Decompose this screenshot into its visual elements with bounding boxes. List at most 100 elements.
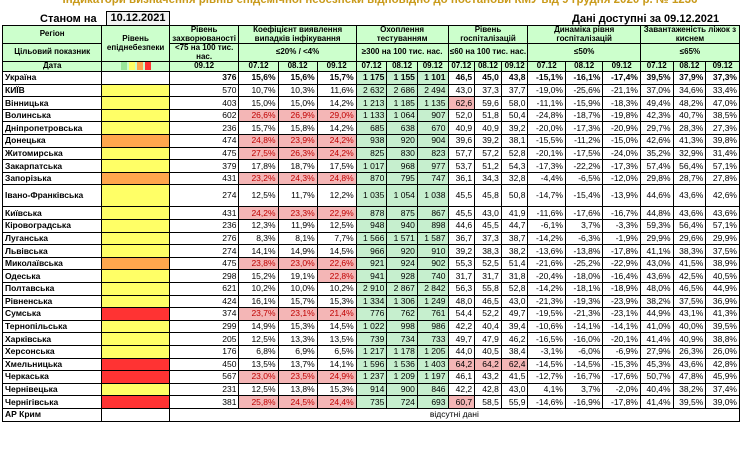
oxygen-value: 37,4% (705, 382, 740, 397)
detect-value: 13,5% (238, 357, 279, 372)
detect-value: 23,3% (277, 206, 318, 220)
testing-value: 2 686 (386, 83, 418, 98)
oxygen-value: 56,4% (672, 219, 707, 233)
testing-value: 998 (386, 319, 418, 334)
region-name: Сумська (1, 307, 103, 321)
testing-value: 823 (416, 146, 449, 161)
hosp-value: 45,5 (447, 184, 476, 208)
header-region: Регіон (1, 24, 103, 45)
hosp-dyn-value: -16,7% (602, 206, 641, 220)
hosp-dyn-value: -21,6% (527, 256, 566, 271)
incidence-value: 374 (168, 307, 240, 321)
hosp-dyn-value: -18,7% (564, 108, 604, 123)
incidence-value: 274 (168, 184, 240, 208)
oxygen-value: 38,2% (672, 382, 707, 397)
region-name: Харківська (1, 332, 103, 346)
hosp-value: 62,4 (500, 357, 529, 372)
testing-value: 1 306 (386, 294, 418, 309)
oxygen-value: 57,4% (639, 159, 674, 173)
target-incidence: <75 на 100 тис. нас. (168, 43, 240, 63)
detect-value: 12,5% (238, 184, 279, 208)
date-col: 09.12 (316, 61, 357, 73)
level-cell (101, 134, 170, 148)
oxygen-value: 40,0% (672, 319, 707, 334)
hosp-dyn-value: -14,6% (527, 395, 566, 409)
detect-value: 22,8% (316, 269, 357, 283)
testing-value: 1 178 (386, 344, 418, 359)
oxygen-value: 43,6% (672, 206, 707, 220)
hosp-value: 52,5 (474, 256, 502, 271)
testing-value: 830 (386, 146, 418, 161)
oxygen-value: 44,9% (639, 307, 674, 321)
oxygen-value: 29,9% (705, 231, 740, 246)
hosp-value: 40,9 (474, 121, 502, 136)
as-of-date: 10.12.2021 (106, 11, 170, 26)
hosp-dyn-value: -17,8% (602, 395, 641, 409)
detect-value: 12,5% (316, 219, 357, 233)
region-name: Україна (1, 71, 103, 85)
testing-value: 940 (386, 219, 418, 233)
testing-value: 724 (386, 395, 418, 409)
detect-value: 25,8% (238, 395, 279, 409)
detect-value: 15,3% (316, 294, 357, 309)
oxygen-value: 27,9% (639, 344, 674, 359)
testing-value: 900 (386, 382, 418, 397)
hosp-dyn-value: -14,2% (527, 282, 566, 296)
region-name: Рівненська (1, 294, 103, 309)
oxygen-value: 43,1% (672, 307, 707, 321)
detect-value: 26,3% (277, 146, 318, 161)
region-name: Житомирська (1, 146, 103, 161)
hosp-value: 52,0 (447, 108, 476, 123)
oxygen-value: 57,1% (705, 219, 740, 233)
incidence-value: 570 (168, 83, 240, 98)
hosp-dyn-value: -24,8% (527, 108, 566, 123)
level-cell (101, 171, 170, 186)
oxygen-value: 27,3% (705, 121, 740, 136)
incidence-value: 567 (168, 370, 240, 384)
oxygen-value: 38,3% (672, 244, 707, 258)
hosp-dyn-value: -6,9% (602, 344, 641, 359)
oxygen-value: 38,5% (705, 108, 740, 123)
level-cell (101, 269, 170, 283)
oxygen-value: 43,0% (639, 256, 674, 271)
hosp-dyn-value: -20,9% (602, 121, 641, 136)
level-cell (101, 407, 170, 422)
region-name: Київська (1, 206, 103, 220)
region-name: Волинська (1, 108, 103, 123)
level-cell (101, 96, 170, 110)
hosp-dyn-value: -20,4% (527, 269, 566, 283)
hosp-dyn-value: -17,5% (564, 146, 604, 161)
hosp-value: 51,4 (500, 256, 529, 271)
testing-value: 1 101 (416, 71, 449, 85)
hosp-value: 32,8 (500, 171, 529, 186)
testing-value: 878 (355, 206, 388, 220)
hosp-dyn-value: -21,3% (527, 294, 566, 309)
detect-value: 14,9% (277, 244, 318, 258)
hosp-dyn-value: -6,0% (564, 344, 604, 359)
detect-value: 17,5% (316, 159, 357, 173)
hosp-value: 55,3 (447, 256, 476, 271)
testing-value: 902 (416, 256, 449, 271)
oxygen-value: 35,2% (639, 146, 674, 161)
oxygen-value: 42,5% (672, 269, 707, 283)
detect-value: 14,5% (316, 319, 357, 334)
hosp-dyn-value: -19,0% (527, 83, 566, 98)
region-name: Чернігівська (1, 395, 103, 409)
detect-value: 24,2% (238, 206, 279, 220)
oxygen-value: 38,8% (705, 332, 740, 346)
header-hosp-dyn: Динаміка рівня госпіталізацій (527, 24, 641, 45)
hosp-value: 39,4 (500, 319, 529, 334)
oxygen-value: 26,0% (705, 344, 740, 359)
oxygen-value: 42,6% (705, 184, 740, 208)
hosp-dyn-value: -15,9% (564, 96, 604, 110)
oxygen-value: 37,5% (705, 244, 740, 258)
level-cell (101, 231, 170, 246)
hosp-value: 43,8 (500, 71, 529, 85)
hosp-value: 41,9 (500, 206, 529, 220)
hosp-dyn-value: -24,0% (602, 146, 641, 161)
oxygen-value: 28,7% (672, 171, 707, 186)
date-col: 08.12 (474, 61, 502, 73)
hosp-value: 38,7 (500, 231, 529, 246)
oxygen-value: 41,3% (672, 134, 707, 148)
hosp-value: 36,7 (447, 231, 476, 246)
